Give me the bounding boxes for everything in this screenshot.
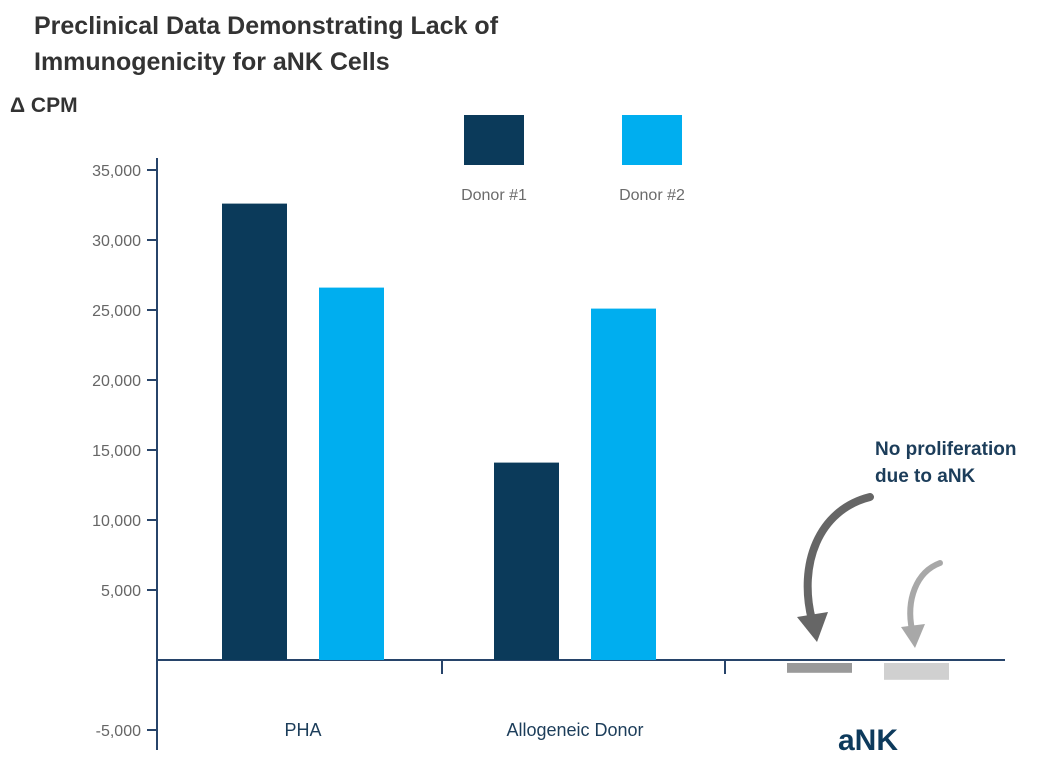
bar-pha-1 bbox=[222, 203, 287, 660]
legend: Donor #1 Donor #2 bbox=[461, 115, 685, 204]
legend-swatch-1 bbox=[464, 115, 524, 165]
chart-title-line1: Preclinical Data Demonstrating Lack of bbox=[34, 12, 499, 40]
bar-allogeneic-donor-1 bbox=[494, 462, 559, 660]
arrow-curve-1 bbox=[803, 493, 874, 624]
category-label: aNK bbox=[838, 724, 898, 757]
bar-pha-2 bbox=[319, 287, 384, 660]
bar-allogeneic-donor-2 bbox=[591, 308, 656, 660]
chart-title-line2: Immunogenicity for aNK Cells bbox=[34, 48, 390, 76]
y-tick-label: 15,000 bbox=[92, 443, 141, 460]
annotation-text-line-1: No proliferation bbox=[875, 439, 1016, 460]
arrow-head-1 bbox=[797, 612, 828, 642]
chart-title: Preclinical Data Demonstrating Lack of I… bbox=[34, 8, 498, 80]
y-tick-label: 25,000 bbox=[92, 303, 141, 320]
annotation: No proliferation due to aNK bbox=[797, 439, 1016, 648]
arrow-curve-2 bbox=[907, 560, 943, 633]
category-label: Allogeneic Donor bbox=[506, 720, 643, 740]
y-tick-label: 30,000 bbox=[92, 233, 141, 250]
y-axis-label: Δ CPM bbox=[10, 94, 78, 117]
y-tick-label: 20,000 bbox=[92, 373, 141, 390]
bars bbox=[222, 203, 949, 680]
y-tick-label: -5,000 bbox=[96, 723, 141, 740]
category-label: PHA bbox=[284, 720, 321, 740]
axes: 35,000 30,000 25,000 20,000 15,000 10,000 5,00… bbox=[92, 158, 1005, 757]
y-tick-label: 35,000 bbox=[92, 163, 141, 180]
legend-label-2: Donor #2 bbox=[619, 187, 685, 204]
legend-label-1: Donor #1 bbox=[461, 187, 527, 204]
arrow-head-2 bbox=[901, 624, 925, 648]
y-tick-label: 5,000 bbox=[101, 583, 141, 600]
legend-swatch-2 bbox=[622, 115, 682, 165]
annotation-text-line-2: due to aNK bbox=[875, 466, 976, 487]
y-tick-label: 10,000 bbox=[92, 513, 141, 530]
bar-ank-1 bbox=[787, 663, 852, 673]
bar-ank-2 bbox=[884, 663, 949, 680]
